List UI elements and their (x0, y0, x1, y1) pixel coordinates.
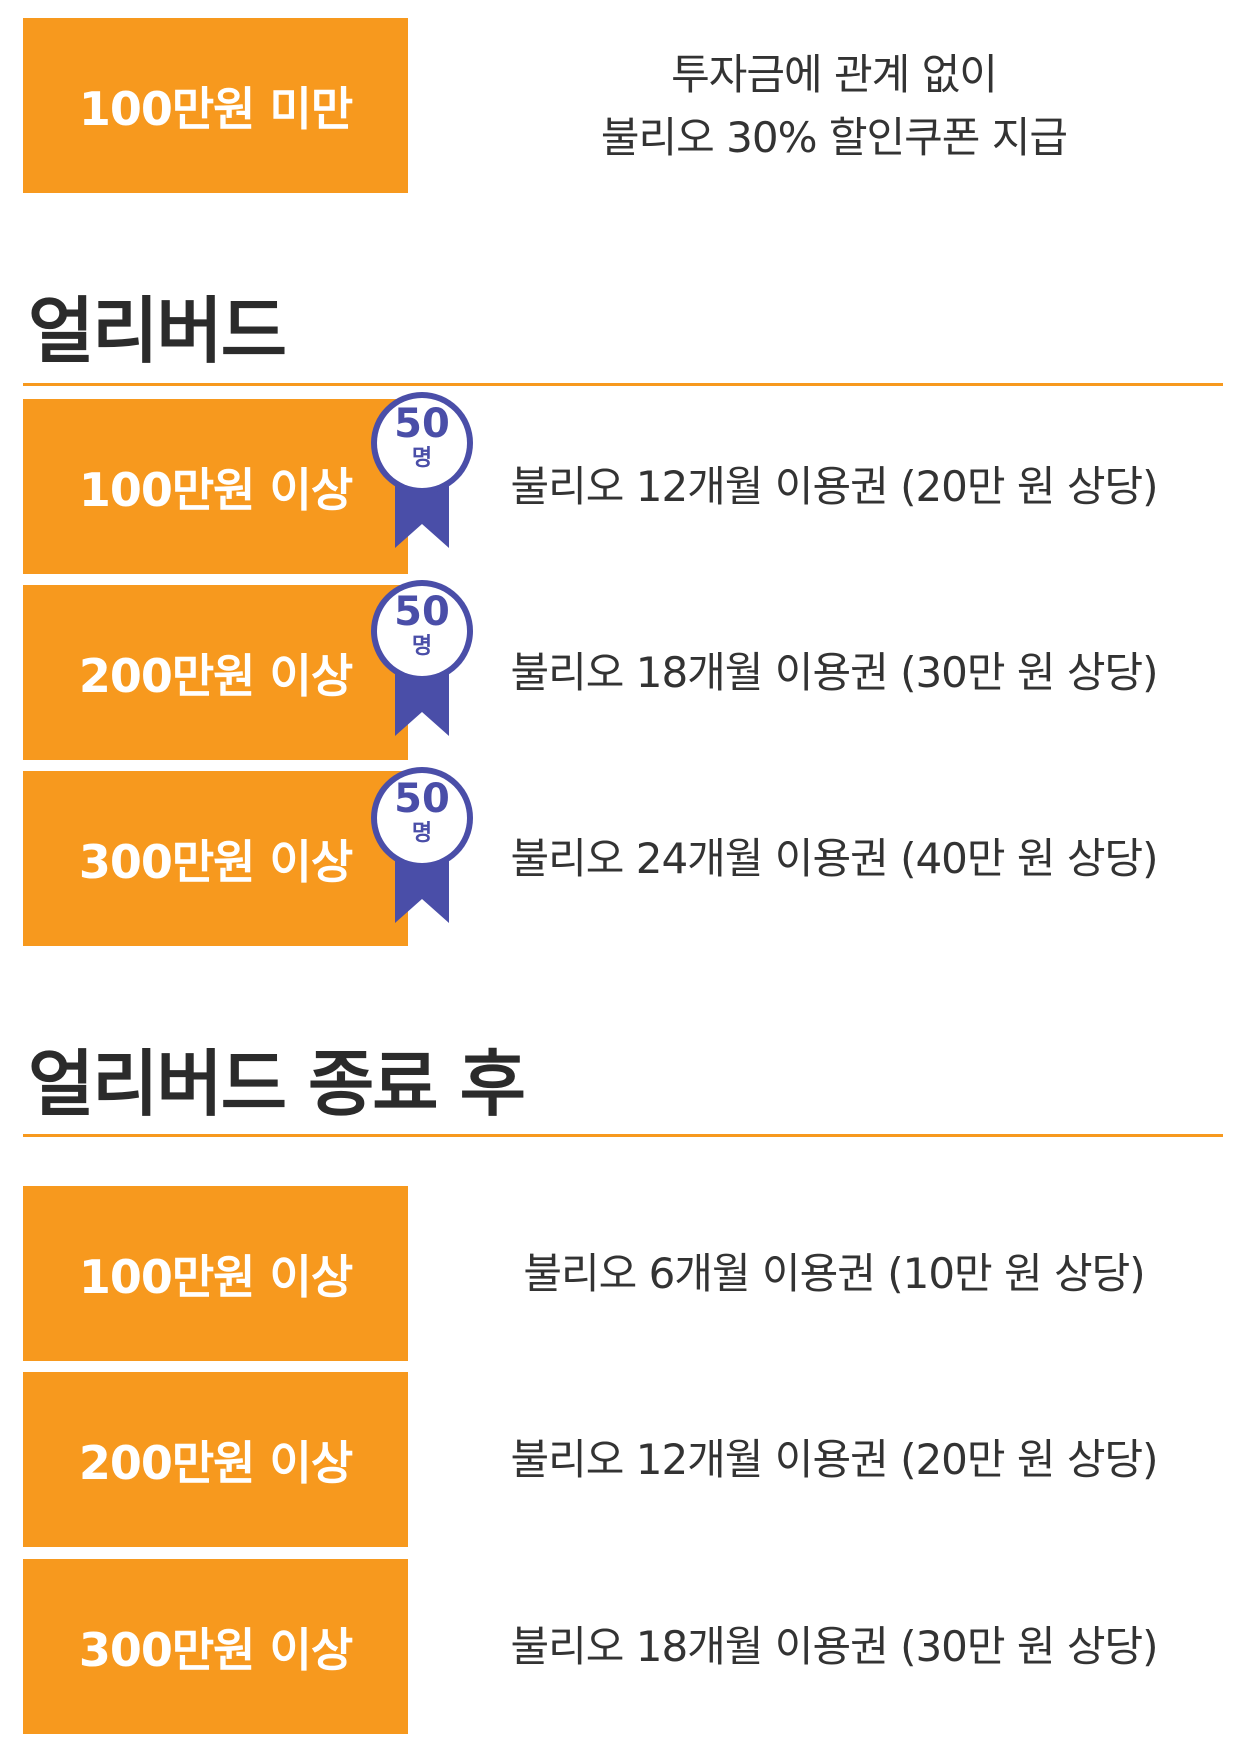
reward-text: 불리오 12개월 이용권 (20만 원 상당) (430, 1372, 1238, 1547)
tier-label: 300만원 이상 (78, 1622, 353, 1677)
ribbon-badge-icon: 50 명 (367, 578, 477, 738)
reward-label: 불리오 6개월 이용권 (10만 원 상당) (523, 1249, 1145, 1298)
section-title-after-early-bird: 얼리버드 종료 후 (28, 1042, 526, 1126)
section-divider (23, 383, 1223, 386)
ribbon-badge-icon: 50 명 (367, 390, 477, 550)
tier-box-early-100: 100만원 이상 (23, 399, 408, 574)
tier-box-under-100: 100만원 미만 (23, 18, 408, 193)
badge-number: 50 (394, 776, 450, 822)
reward-label: 불리오 12개월 이용권 (20만 원 상당) (510, 1435, 1158, 1484)
intro-description: 투자금에 관계 없이 불리오 30% 할인쿠폰 지급 (430, 18, 1238, 193)
badge-number: 50 (394, 401, 450, 447)
reward-label: 불리오 24개월 이용권 (40만 원 상당) (510, 834, 1158, 883)
tier-box-after-100: 100만원 이상 (23, 1186, 408, 1361)
reward-text: 불리오 12개월 이용권 (20만 원 상당) (430, 399, 1238, 574)
intro-desc-line2: 불리오 30% 할인쿠폰 지급 (600, 112, 1068, 162)
tier-label: 200만원 이상 (78, 1435, 353, 1490)
intro-desc-line1: 투자금에 관계 없이 (671, 49, 998, 99)
reward-text: 불리오 18개월 이용권 (30만 원 상당) (430, 585, 1238, 760)
tier-label: 300만원 이상 (78, 834, 353, 889)
tier-label: 100만원 미만 (78, 81, 353, 136)
badge-unit: 명 (411, 446, 433, 471)
ribbon-badge-icon: 50 명 (367, 765, 477, 925)
tier-label: 100만원 이상 (78, 462, 353, 517)
tier-box-after-200: 200만원 이상 (23, 1372, 408, 1547)
reward-label: 불리오 12개월 이용권 (20만 원 상당) (510, 462, 1158, 511)
reward-text: 불리오 24개월 이용권 (40만 원 상당) (430, 771, 1238, 946)
tier-box-after-300: 300만원 이상 (23, 1559, 408, 1734)
reward-text: 불리오 6개월 이용권 (10만 원 상당) (430, 1186, 1238, 1361)
section-divider (23, 1134, 1223, 1137)
badge-number: 50 (394, 589, 450, 635)
tier-label: 200만원 이상 (78, 648, 353, 703)
reward-label: 불리오 18개월 이용권 (30만 원 상당) (510, 1622, 1158, 1671)
tier-box-early-200: 200만원 이상 (23, 585, 408, 760)
reward-text: 불리오 18개월 이용권 (30만 원 상당) (430, 1559, 1238, 1734)
reward-label: 불리오 18개월 이용권 (30만 원 상당) (510, 648, 1158, 697)
badge-unit: 명 (411, 634, 433, 659)
tier-label: 100만원 이상 (78, 1249, 353, 1304)
tier-box-early-300: 300만원 이상 (23, 771, 408, 946)
section-title-early-bird: 얼리버드 (28, 289, 287, 373)
badge-unit: 명 (411, 821, 433, 846)
